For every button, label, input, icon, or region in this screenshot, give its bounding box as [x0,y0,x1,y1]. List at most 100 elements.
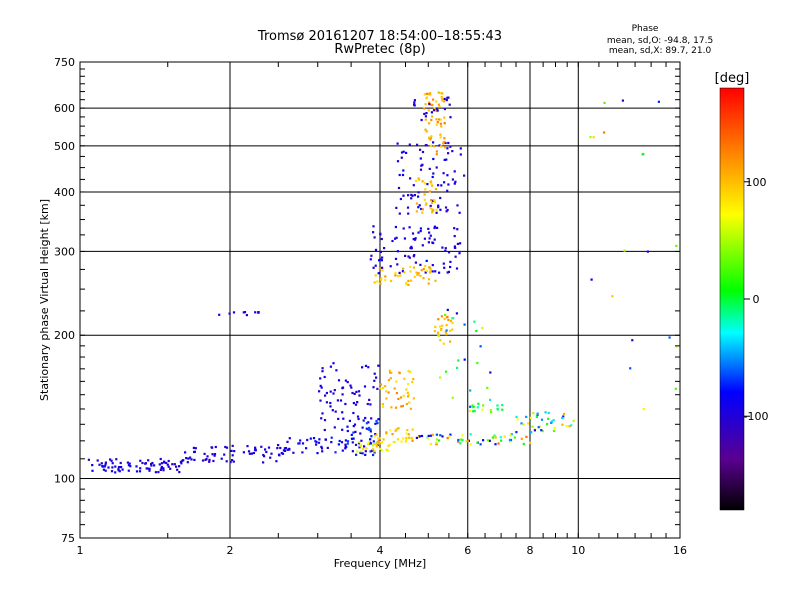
data-point [428,271,432,274]
data-point [399,274,402,277]
data-point [321,370,324,373]
data-point [330,441,333,444]
phase-stats-o: mean, sd,O: -94.8, 17.5 [607,36,713,46]
data-point [367,441,370,444]
data-point [428,231,431,234]
data-point [316,452,319,455]
data-point [435,438,438,441]
data-point [380,441,383,444]
data-point [642,152,645,156]
data-point [409,247,412,250]
data-point [379,440,382,444]
data-point [418,435,421,438]
data-point [481,408,484,411]
data-point [402,394,405,397]
data-point [516,418,519,421]
data-point [354,443,358,446]
y-axis-label: Stationary phase Virtual Height [km] [38,199,51,401]
data-point [430,118,433,122]
data-point [509,434,512,437]
data-point [674,387,677,390]
data-point [277,453,281,456]
data-point [439,376,442,379]
data-point [428,101,431,104]
data-point [403,237,406,240]
data-point [373,236,376,239]
data-point [421,208,424,211]
data-point [562,412,566,416]
data-point [440,96,443,99]
data-point [160,462,163,465]
data-point [162,467,165,470]
data-point [167,459,170,463]
data-point [432,98,435,101]
data-point [407,382,410,386]
data-point [444,330,447,334]
scatter-points [87,91,678,474]
data-point [427,434,430,437]
data-point [379,383,382,386]
data-point [320,447,324,450]
data-point [111,462,114,465]
data-point [414,261,417,264]
data-point [321,450,324,453]
data-point [403,271,406,274]
data-point [443,100,446,103]
data-point [410,279,413,282]
data-point [362,447,365,450]
data-point [175,465,178,468]
data-point [463,323,466,326]
data-point [377,418,380,421]
data-point [430,199,433,202]
data-point [372,453,375,457]
data-point [409,370,412,373]
data-point [375,433,378,437]
data-point [389,265,392,268]
data-point [433,200,436,203]
data-point [426,183,429,186]
data-point [336,399,339,402]
data-point [439,208,442,211]
data-point [429,204,432,207]
data-point [451,328,454,331]
data-point [378,436,381,440]
data-point [148,469,151,472]
data-point [231,444,234,447]
data-point [412,184,415,187]
data-point [403,377,406,380]
data-point [409,270,412,273]
data-point [324,438,327,441]
data-point [208,460,211,463]
data-point [459,153,462,156]
data-point [345,445,348,449]
data-point [431,175,434,179]
data-point [355,390,358,393]
data-point [439,122,442,125]
data-point [421,244,424,247]
data-point [431,199,435,202]
data-point [395,206,398,209]
data-point [408,226,411,229]
data-point [242,451,245,454]
data-point [448,435,451,438]
data-point [231,459,234,462]
data-point [381,269,384,272]
data-point [435,100,438,103]
data-point [443,140,446,144]
data-point [445,370,448,373]
data-point [369,438,372,441]
data-point [675,244,678,247]
phase-header: Phase [632,24,659,34]
data-point [394,272,397,275]
data-point [458,252,461,255]
data-point [320,386,323,389]
data-point [397,427,400,430]
data-point [437,91,440,94]
data-point [341,449,344,452]
data-point [323,375,326,379]
data-point [250,452,253,455]
data-point [453,170,456,173]
data-point [373,450,376,453]
data-point [147,459,150,462]
data-point [392,440,395,444]
